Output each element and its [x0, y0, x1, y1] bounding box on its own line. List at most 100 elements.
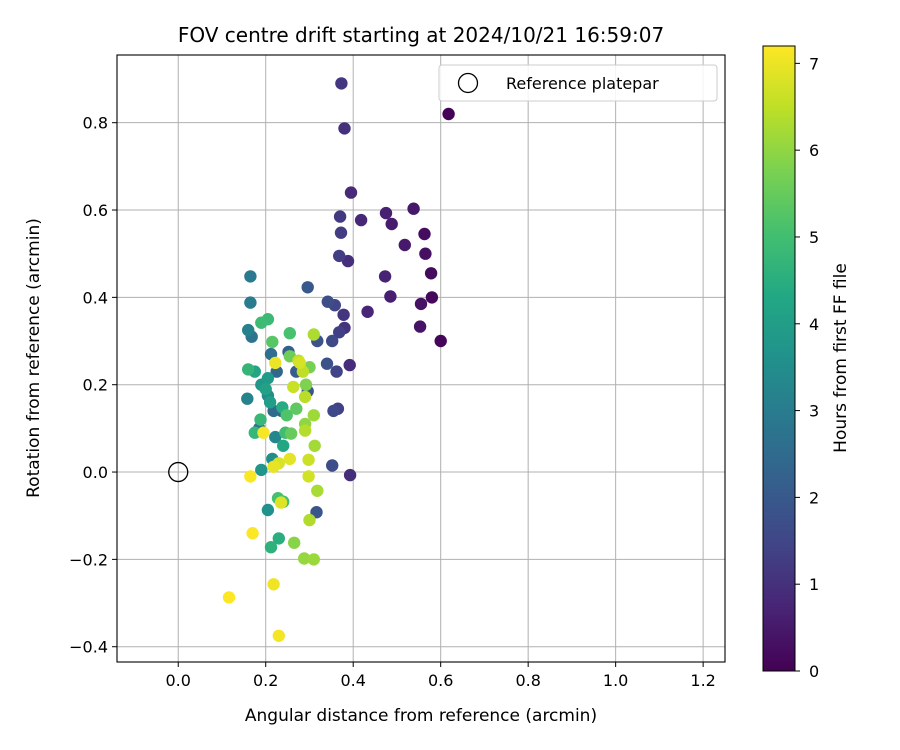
colorbar-tick-label: 1	[809, 575, 819, 594]
y-tick-label: 0.4	[83, 288, 108, 307]
colorbar-gradient	[762, 45, 796, 672]
data-point	[283, 327, 296, 340]
data-point	[267, 460, 280, 473]
data-point	[241, 392, 254, 405]
data-point	[244, 296, 257, 309]
data-point	[287, 380, 300, 394]
y-tick-label: 0.8	[83, 114, 108, 133]
data-point	[434, 334, 447, 348]
data-point	[343, 468, 357, 482]
data-point	[299, 378, 313, 391]
data-point	[344, 186, 358, 199]
data-point	[277, 439, 290, 452]
data-point	[384, 290, 397, 303]
data-point	[269, 430, 282, 444]
reference-platepar-marker	[168, 461, 189, 483]
data-point	[242, 323, 255, 337]
x-tick-label: 1.2	[690, 671, 715, 690]
data-point	[308, 439, 321, 452]
data-point	[338, 122, 351, 135]
data-point	[378, 270, 392, 283]
data-point	[379, 206, 393, 220]
data-point	[274, 496, 288, 509]
data-point	[442, 107, 455, 121]
data-point	[307, 409, 320, 422]
colorbar-ticks: 0 1 2 3 4 5 6 7	[795, 54, 819, 681]
data-point	[413, 320, 427, 333]
y-tick-label: 0.2	[83, 376, 108, 395]
colorbar-tick-label: 7	[809, 54, 819, 73]
data-point	[419, 247, 432, 260]
data-point	[272, 532, 285, 545]
legend: Reference platepar	[438, 64, 718, 102]
x-tick-label: 0.8	[515, 671, 540, 690]
legend-marker	[457, 72, 479, 94]
x-axis-ticks: 0.0 0.2 0.4 0.6 0.8 1.0 1.2	[166, 662, 716, 690]
data-point	[290, 402, 303, 415]
x-tick-label: 1.0	[603, 671, 628, 690]
data-points	[222, 77, 455, 642]
data-point	[284, 427, 298, 440]
colorbar-tick-label: 3	[809, 402, 819, 421]
plot-frame	[116, 54, 726, 663]
x-axis-title: Angular distance from reference (arcmin)	[245, 706, 597, 726]
colorbar-tick-label: 0	[809, 662, 819, 681]
data-point	[288, 536, 301, 549]
colorbar-tick-label: 6	[809, 141, 819, 160]
y-tick-label: 0.0	[83, 463, 108, 482]
data-point	[244, 470, 257, 483]
data-point	[261, 372, 275, 385]
data-point	[334, 226, 348, 239]
data-point	[414, 297, 428, 311]
data-point	[418, 227, 431, 241]
data-point	[269, 356, 282, 370]
data-point	[343, 358, 356, 372]
data-point	[244, 270, 257, 283]
data-point	[326, 334, 339, 348]
data-point	[333, 210, 347, 223]
data-point	[320, 357, 334, 370]
data-point	[327, 404, 340, 418]
data-point	[293, 356, 306, 370]
y-tick-label: −0.4	[69, 638, 108, 657]
data-point	[259, 382, 272, 396]
x-tick-label: 0.2	[253, 671, 278, 690]
colorbar-tick-label: 5	[809, 228, 819, 247]
data-point	[301, 281, 314, 294]
data-point	[263, 396, 277, 409]
data-point	[261, 503, 275, 517]
data-point	[298, 552, 311, 565]
data-point	[326, 459, 339, 472]
legend-box	[438, 64, 718, 102]
data-point	[283, 452, 296, 466]
data-point	[298, 424, 312, 437]
data-point	[303, 513, 316, 527]
data-point	[267, 578, 280, 591]
data-point	[222, 591, 236, 604]
data-point	[307, 328, 320, 341]
data-point	[264, 541, 278, 554]
data-point	[254, 413, 267, 426]
grid-lines	[117, 55, 725, 662]
data-point	[337, 308, 350, 321]
data-point	[407, 202, 420, 215]
y-tick-label: −0.2	[69, 550, 108, 569]
colorbar: 0 1 2 3 4 5 6 7 Hours from first FF file	[762, 45, 851, 681]
data-point	[257, 426, 270, 439]
data-point	[302, 470, 315, 483]
colorbar-tick-label: 2	[809, 488, 819, 507]
data-point	[307, 553, 320, 566]
x-tick-label: 0.4	[340, 671, 365, 690]
data-point	[255, 463, 268, 477]
data-point	[255, 316, 268, 329]
data-point	[280, 409, 293, 422]
y-axis-title: Rotation from reference (arcmin)	[24, 218, 44, 498]
data-point	[302, 453, 315, 466]
data-point	[311, 484, 324, 497]
data-point	[248, 426, 261, 439]
x-tick-label: 0.6	[428, 671, 453, 690]
y-axis-ticks: −0.4 −0.2 0.0 0.2 0.4 0.6 0.8	[69, 114, 117, 657]
data-point	[424, 267, 438, 280]
x-tick-label: 0.0	[166, 671, 191, 690]
